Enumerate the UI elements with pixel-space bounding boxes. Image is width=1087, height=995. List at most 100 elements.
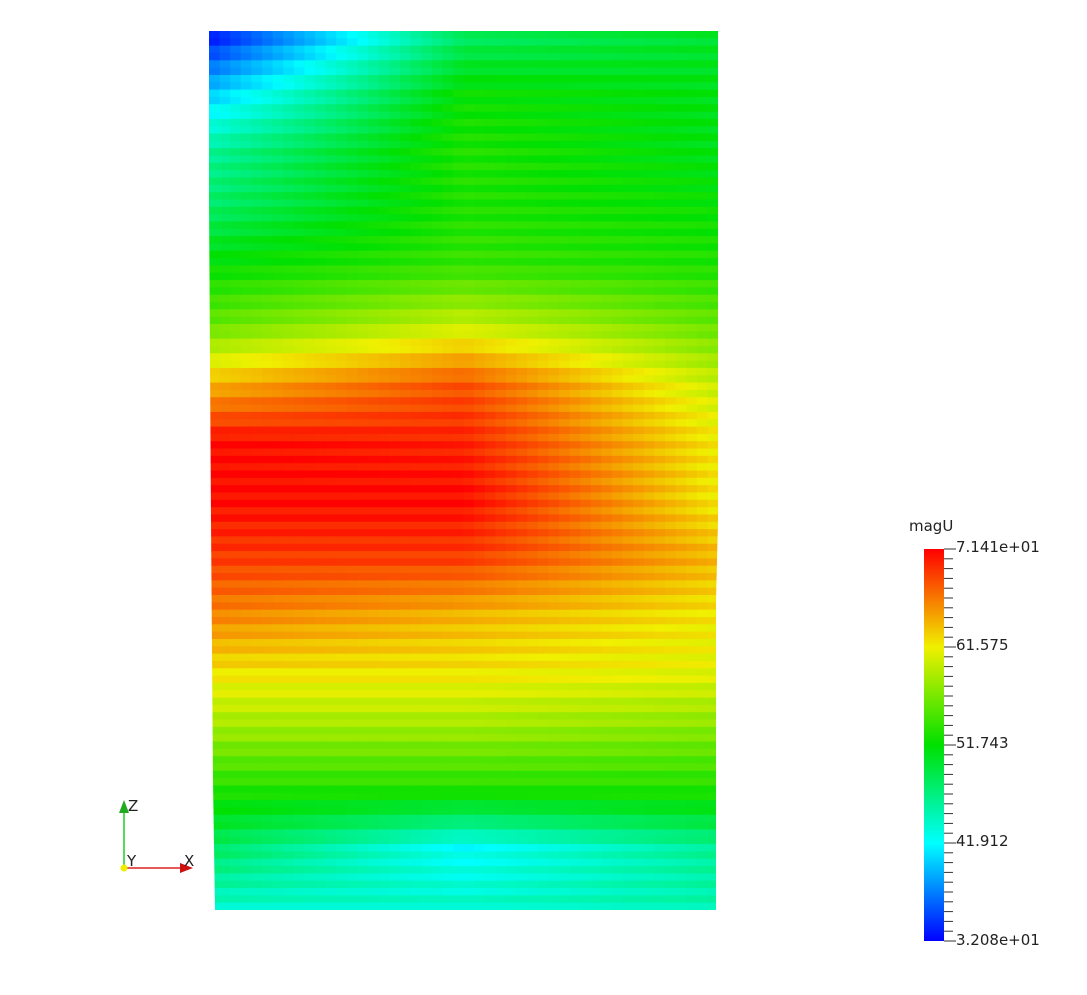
field-cell: [442, 726, 454, 735]
field-cell: [389, 177, 401, 186]
field-cell: [230, 184, 242, 193]
field-cell: [431, 617, 443, 625]
field-cell: [590, 82, 602, 91]
field-cell: [569, 258, 581, 266]
field-cell: [293, 624, 306, 633]
field-cell: [580, 375, 592, 384]
field-cell: [707, 302, 718, 310]
field-cell: [357, 507, 369, 516]
field-cell: [590, 192, 602, 201]
field-cell: [399, 214, 412, 223]
field-cell: [622, 565, 634, 574]
field-cell: [675, 697, 687, 706]
field-cell: [696, 404, 708, 413]
field-cell: [283, 309, 295, 318]
field-cell: [484, 631, 496, 640]
field-cell: [240, 660, 253, 669]
field-cell: [686, 111, 698, 120]
field-cell: [707, 287, 718, 296]
field-cell: [643, 690, 655, 699]
field-cell: [262, 492, 274, 501]
field-cell: [707, 265, 718, 274]
field-cell: [527, 309, 539, 318]
field-cell: [558, 653, 571, 662]
field-cell: [240, 324, 253, 332]
field-cell: [558, 331, 571, 340]
field-cell: [410, 529, 422, 538]
field-cell: [378, 682, 390, 691]
field-cell: [558, 712, 571, 721]
field-cell: [707, 426, 718, 435]
field-cell: [505, 155, 518, 164]
field-cell: [325, 499, 337, 508]
field-cell: [654, 302, 666, 310]
field-cell: [410, 250, 422, 259]
field-cell: [611, 184, 624, 193]
field-cell: [452, 521, 465, 530]
field-cell: [516, 719, 528, 728]
field-cell: [696, 521, 708, 530]
field-cell: [601, 770, 613, 779]
field-cell: [601, 529, 613, 538]
field-cell: [304, 448, 316, 457]
field-cell: [230, 748, 242, 757]
field-cell: [548, 382, 560, 391]
field-cell: [304, 756, 316, 765]
field-cell: [696, 324, 708, 332]
field-cell: [293, 697, 306, 706]
field-cell: [505, 704, 518, 713]
field-cell: [346, 184, 359, 193]
field-cell: [622, 221, 634, 230]
field-cell: [643, 89, 655, 98]
field-cell: [548, 287, 560, 296]
field-cell: [336, 514, 348, 523]
field-cell: [707, 375, 718, 384]
field-cell: [580, 455, 592, 464]
field-cell: [209, 192, 221, 201]
field-cell: [611, 345, 624, 354]
field-cell: [548, 214, 560, 223]
field-cell: [654, 675, 666, 684]
field-cell: [230, 192, 242, 201]
field-cell: [527, 111, 539, 120]
field-cell: [251, 748, 263, 757]
field-cell: [622, 734, 634, 743]
field-cell: [452, 74, 465, 83]
field-cell: [240, 507, 253, 516]
field-cell: [336, 675, 348, 684]
field-cell: [611, 404, 624, 413]
field-cell: [410, 170, 422, 179]
field-cell: [325, 756, 337, 765]
field-cell: [431, 470, 443, 479]
field-cell: [240, 140, 253, 149]
field-cell: [569, 155, 581, 164]
field-cell: [399, 536, 412, 545]
field-cell: [569, 712, 581, 721]
field-cell: [474, 602, 486, 611]
field-cell: [346, 367, 359, 376]
field-cell: [505, 660, 518, 669]
field-cell: [707, 133, 718, 142]
field-cell: [707, 778, 718, 787]
field-cell: [452, 199, 465, 208]
field-cell: [580, 140, 592, 149]
field-cell: [696, 631, 708, 640]
field-cell: [230, 60, 242, 69]
field-cell: [368, 309, 380, 318]
field-cell: [569, 653, 581, 662]
field-cell: [421, 111, 433, 120]
field-cell: [601, 375, 613, 384]
field-cell: [442, 316, 454, 325]
field-cell: [633, 507, 645, 516]
field-cell: [272, 551, 284, 559]
field-cell: [325, 31, 337, 39]
field-cell: [590, 682, 602, 691]
field-cell: [537, 382, 549, 391]
field-cell: [675, 785, 687, 794]
field-cell: [569, 324, 581, 332]
field-cell: [410, 287, 422, 296]
field-cell: [240, 214, 253, 223]
field-cell: [293, 126, 306, 135]
field-cell: [431, 726, 443, 735]
field-cell: [558, 441, 571, 450]
